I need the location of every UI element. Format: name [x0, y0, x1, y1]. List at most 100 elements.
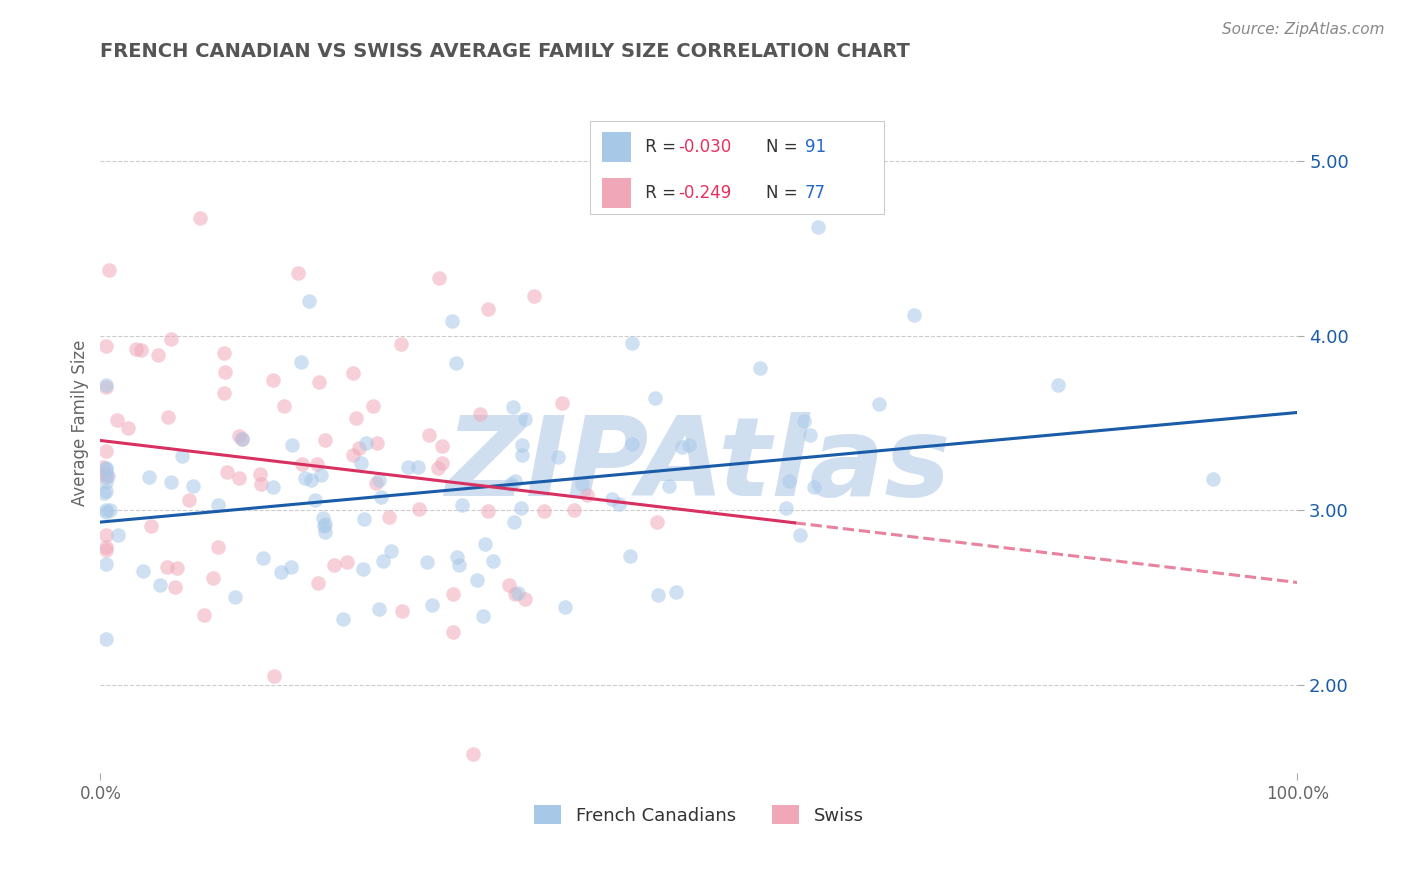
Point: [451, 498, 474, 512]
Point: [380, 544, 402, 558]
Point: [803, 480, 825, 494]
Point: [307, 576, 329, 591]
Point: [314, 434, 336, 448]
Point: [799, 428, 821, 442]
Point: [510, 438, 533, 452]
Text: -0.249: -0.249: [678, 184, 731, 202]
Point: [671, 440, 693, 454]
Point: [323, 558, 346, 573]
Point: [510, 501, 533, 516]
Point: [252, 550, 274, 565]
Point: [477, 504, 499, 518]
Point: [263, 669, 285, 683]
Point: [396, 459, 419, 474]
Point: [96, 483, 118, 498]
Point: [562, 503, 585, 517]
Legend: French Canadians, Swiss: French Canadians, Swiss: [524, 797, 873, 834]
Point: [547, 450, 569, 465]
Point: [571, 477, 593, 491]
Point: [471, 609, 494, 624]
Point: [177, 493, 200, 508]
Point: [212, 385, 235, 400]
Point: [515, 591, 537, 606]
Point: [533, 504, 555, 518]
Point: [793, 414, 815, 428]
Point: [645, 515, 668, 529]
Point: [789, 527, 811, 541]
Point: [91, 459, 114, 474]
Point: [503, 587, 526, 601]
Point: [305, 457, 328, 471]
Point: [96, 540, 118, 554]
Text: ZIPAtlas: ZIPAtlas: [446, 411, 952, 518]
Point: [290, 355, 312, 369]
Point: [364, 476, 387, 491]
Text: -0.030: -0.030: [678, 137, 731, 156]
Point: [644, 391, 666, 405]
Point: [678, 438, 700, 452]
Point: [503, 474, 526, 488]
Point: [96, 632, 118, 647]
Text: 77: 77: [804, 184, 825, 202]
Point: [354, 436, 377, 450]
Point: [214, 365, 236, 379]
Point: [868, 397, 890, 411]
Point: [1202, 472, 1225, 486]
Point: [96, 339, 118, 353]
Point: [347, 441, 370, 455]
Point: [470, 407, 492, 421]
Text: R =: R =: [640, 137, 681, 156]
Point: [377, 509, 399, 524]
Text: N =: N =: [766, 137, 803, 156]
Point: [361, 400, 384, 414]
Point: [332, 612, 354, 626]
Point: [96, 543, 118, 558]
Point: [156, 560, 179, 574]
Point: [416, 555, 439, 569]
Point: [389, 337, 412, 351]
Point: [352, 561, 374, 575]
Point: [294, 471, 316, 485]
Point: [370, 490, 392, 504]
Point: [523, 289, 546, 303]
Point: [96, 461, 118, 475]
Point: [607, 496, 630, 510]
Point: [342, 366, 364, 380]
Point: [427, 271, 450, 285]
Point: [420, 598, 443, 612]
Point: [391, 604, 413, 618]
Point: [96, 475, 118, 489]
Point: [551, 396, 574, 410]
Point: [312, 511, 335, 525]
Point: [314, 524, 336, 539]
Point: [107, 528, 129, 542]
Point: [96, 461, 118, 475]
Point: [749, 361, 772, 376]
Point: [224, 590, 246, 604]
Point: [263, 373, 285, 387]
Point: [188, 211, 211, 226]
Point: [371, 554, 394, 568]
Point: [499, 476, 522, 491]
Point: [353, 512, 375, 526]
Point: [503, 515, 526, 529]
Point: [96, 468, 118, 483]
Point: [125, 343, 148, 357]
Point: [207, 540, 229, 554]
Point: [280, 560, 302, 574]
Point: [350, 456, 373, 470]
Point: [312, 519, 335, 533]
Point: [482, 554, 505, 568]
Point: [506, 586, 529, 600]
Point: [291, 457, 314, 471]
Text: N =: N =: [766, 184, 803, 202]
Text: 91: 91: [804, 137, 825, 156]
Point: [231, 432, 253, 446]
Point: [441, 587, 464, 601]
Point: [96, 443, 118, 458]
Point: [287, 267, 309, 281]
Point: [465, 574, 488, 588]
Text: Source: ZipAtlas.com: Source: ZipAtlas.com: [1222, 22, 1385, 37]
Point: [430, 456, 453, 470]
Point: [138, 470, 160, 484]
